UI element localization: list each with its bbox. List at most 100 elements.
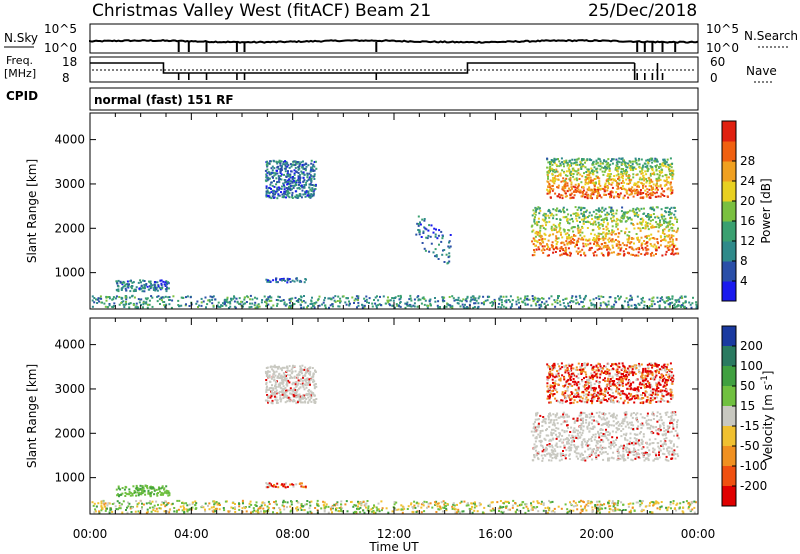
range-gate-echo <box>297 168 300 171</box>
range-gate-echo <box>503 502 505 505</box>
range-gate-echo <box>429 502 432 505</box>
range-gate-echo <box>649 243 652 245</box>
range-gate-echo <box>167 502 170 504</box>
range-gate-echo <box>572 230 575 233</box>
range-gate-echo <box>524 303 527 306</box>
range-gate-echo <box>156 300 159 303</box>
range-gate-echo <box>587 502 590 505</box>
range-gate-echo <box>609 193 612 195</box>
range-gate-echo <box>98 300 101 303</box>
range-gate-echo <box>201 505 204 508</box>
range-gate-echo <box>119 488 122 491</box>
range-gate-echo <box>546 303 549 306</box>
range-gate-echo <box>233 300 236 303</box>
range-gate-echo <box>244 506 247 508</box>
range-gate-echo <box>672 306 675 309</box>
range-gate-echo <box>301 186 304 189</box>
range-gate-echo <box>357 508 359 511</box>
range-gate-echo <box>310 162 313 165</box>
range-gate-echo <box>649 219 652 222</box>
cpid-strip-frame <box>89 87 699 111</box>
range-gate-echo <box>602 239 605 242</box>
range-gate-echo <box>423 219 426 222</box>
range-gate-echo <box>154 286 156 289</box>
range-gate-echo <box>417 505 420 508</box>
range-gate-echo <box>573 421 576 424</box>
range-gate-echo <box>460 500 463 503</box>
range-gate-echo <box>594 304 596 307</box>
range-gate-echo <box>611 502 614 505</box>
range-gate-echo <box>200 304 203 307</box>
range-gate-echo <box>289 189 292 192</box>
range-gate-echo <box>209 295 212 298</box>
range-gate-echo <box>584 176 587 178</box>
range-gate-echo <box>624 231 627 234</box>
range-gate-echo <box>605 216 608 219</box>
range-gate-echo <box>434 233 437 236</box>
range-gate-echo <box>643 300 646 303</box>
range-gate-echo <box>417 295 420 298</box>
range-gate-echo <box>564 246 567 249</box>
freq-trace <box>90 62 664 80</box>
range-gate-echo <box>650 189 653 192</box>
range-gate-echo <box>584 296 587 299</box>
range-gate-echo <box>634 160 637 163</box>
range-gate-echo <box>295 483 298 486</box>
range-gate-echo <box>684 301 687 304</box>
range-gate-echo <box>659 185 662 188</box>
range-gate-echo <box>387 511 390 514</box>
range-gate-echo <box>305 181 308 184</box>
range-gate-echo <box>649 206 652 209</box>
range-gate-echo <box>644 224 647 227</box>
range-gate-echo <box>588 444 591 446</box>
range-gate-echo <box>545 300 548 303</box>
range-gate-echo <box>587 422 590 425</box>
range-gate-echo <box>401 505 404 508</box>
range-gate-echo <box>204 502 207 505</box>
range-gate-echo <box>544 214 547 217</box>
range-gate-echo <box>679 304 682 307</box>
range-gate-echo <box>272 387 275 390</box>
range-gate-echo <box>273 364 276 367</box>
range-gate-echo <box>654 502 657 505</box>
range-gate-echo <box>595 458 598 460</box>
range-gate-echo <box>149 492 152 495</box>
range-gate-echo <box>206 303 209 306</box>
range-gate-echo <box>609 191 612 194</box>
range-gate-echo <box>375 306 378 309</box>
range-gate-echo <box>643 240 646 242</box>
range-gate-echo <box>290 165 293 168</box>
range-gate-echo <box>235 297 238 300</box>
range-gate-echo <box>329 297 332 300</box>
range-gate-echo <box>148 303 151 306</box>
range-gate-echo <box>610 217 612 220</box>
range-gate-echo <box>629 193 632 196</box>
range-gate-echo <box>114 505 117 508</box>
range-gate-echo <box>548 248 551 251</box>
range-gate-echo <box>623 213 626 216</box>
range-gate-echo <box>273 196 276 199</box>
range-gate-echo <box>265 379 268 381</box>
range-gate-echo <box>301 482 303 485</box>
range-gate-echo <box>656 160 659 163</box>
range-gate-echo <box>309 178 312 180</box>
range-gate-echo <box>556 207 559 210</box>
range-gate-echo <box>631 506 634 509</box>
range-gate-echo <box>556 302 559 305</box>
range-gate-echo <box>556 247 559 250</box>
range-gate-echo <box>578 500 581 503</box>
range-gate-echo <box>580 499 582 502</box>
range-gate-echo <box>310 306 313 309</box>
range-gate-echo <box>324 506 327 509</box>
range-gate-echo <box>632 173 635 176</box>
range-gate-echo <box>188 508 191 511</box>
range-gate-echo <box>138 301 141 304</box>
range-gate-echo <box>422 230 425 233</box>
range-gate-echo <box>595 239 598 242</box>
range-gate-echo <box>280 188 283 190</box>
range-gate-echo <box>695 305 698 308</box>
range-gate-echo <box>695 303 698 306</box>
range-gate-echo <box>663 238 666 240</box>
range-gate-echo <box>661 169 664 171</box>
range-gate-echo <box>544 218 547 221</box>
